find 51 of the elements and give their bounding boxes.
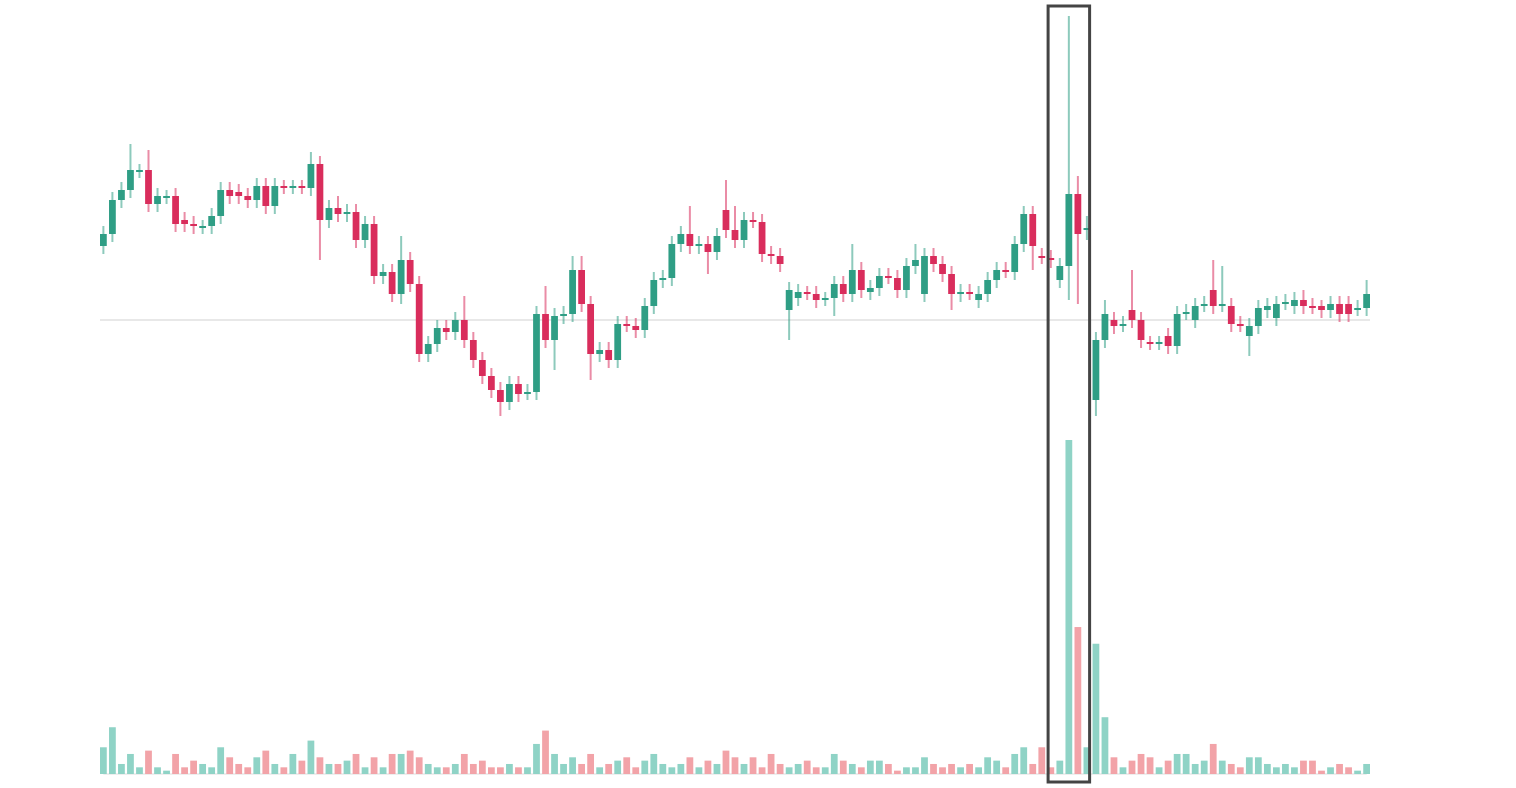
bar [623,757,631,774]
bar [1110,757,1118,774]
bar [379,767,387,774]
bar [1119,767,1127,774]
bar [875,760,883,774]
bar [1209,743,1217,774]
bar [1218,760,1226,774]
bar [596,767,604,774]
bar [451,763,459,774]
bar [262,750,270,774]
bar [370,757,378,774]
bar [1146,757,1154,774]
bar [433,767,441,774]
bar [1011,753,1019,774]
bar [515,767,522,774]
bar [857,767,865,774]
bar [1002,767,1010,774]
bar [966,763,973,774]
bar [1327,767,1334,774]
bar [397,753,405,774]
bar [605,763,613,774]
bar [695,767,703,774]
bar [957,767,964,774]
bar [686,757,694,774]
bar [812,767,820,774]
bar [271,763,279,774]
bar [253,757,261,774]
bar [839,760,847,774]
bar [848,763,856,774]
bar [316,757,324,774]
bar [1074,627,1082,774]
bar [280,767,288,774]
bar [1200,760,1208,774]
bar [1155,767,1163,774]
bar [289,753,297,774]
bar [749,757,757,774]
bar [614,760,622,774]
bar [731,757,739,774]
bar [830,753,838,774]
bar [415,757,423,774]
bar [145,750,152,774]
bar [542,730,549,774]
bar [388,753,396,774]
bar [442,767,450,774]
bar [226,757,234,774]
bar [641,760,649,774]
bar [1236,767,1244,774]
bar [794,763,802,774]
bar [361,767,369,774]
bar [199,763,207,774]
bar [506,763,513,774]
